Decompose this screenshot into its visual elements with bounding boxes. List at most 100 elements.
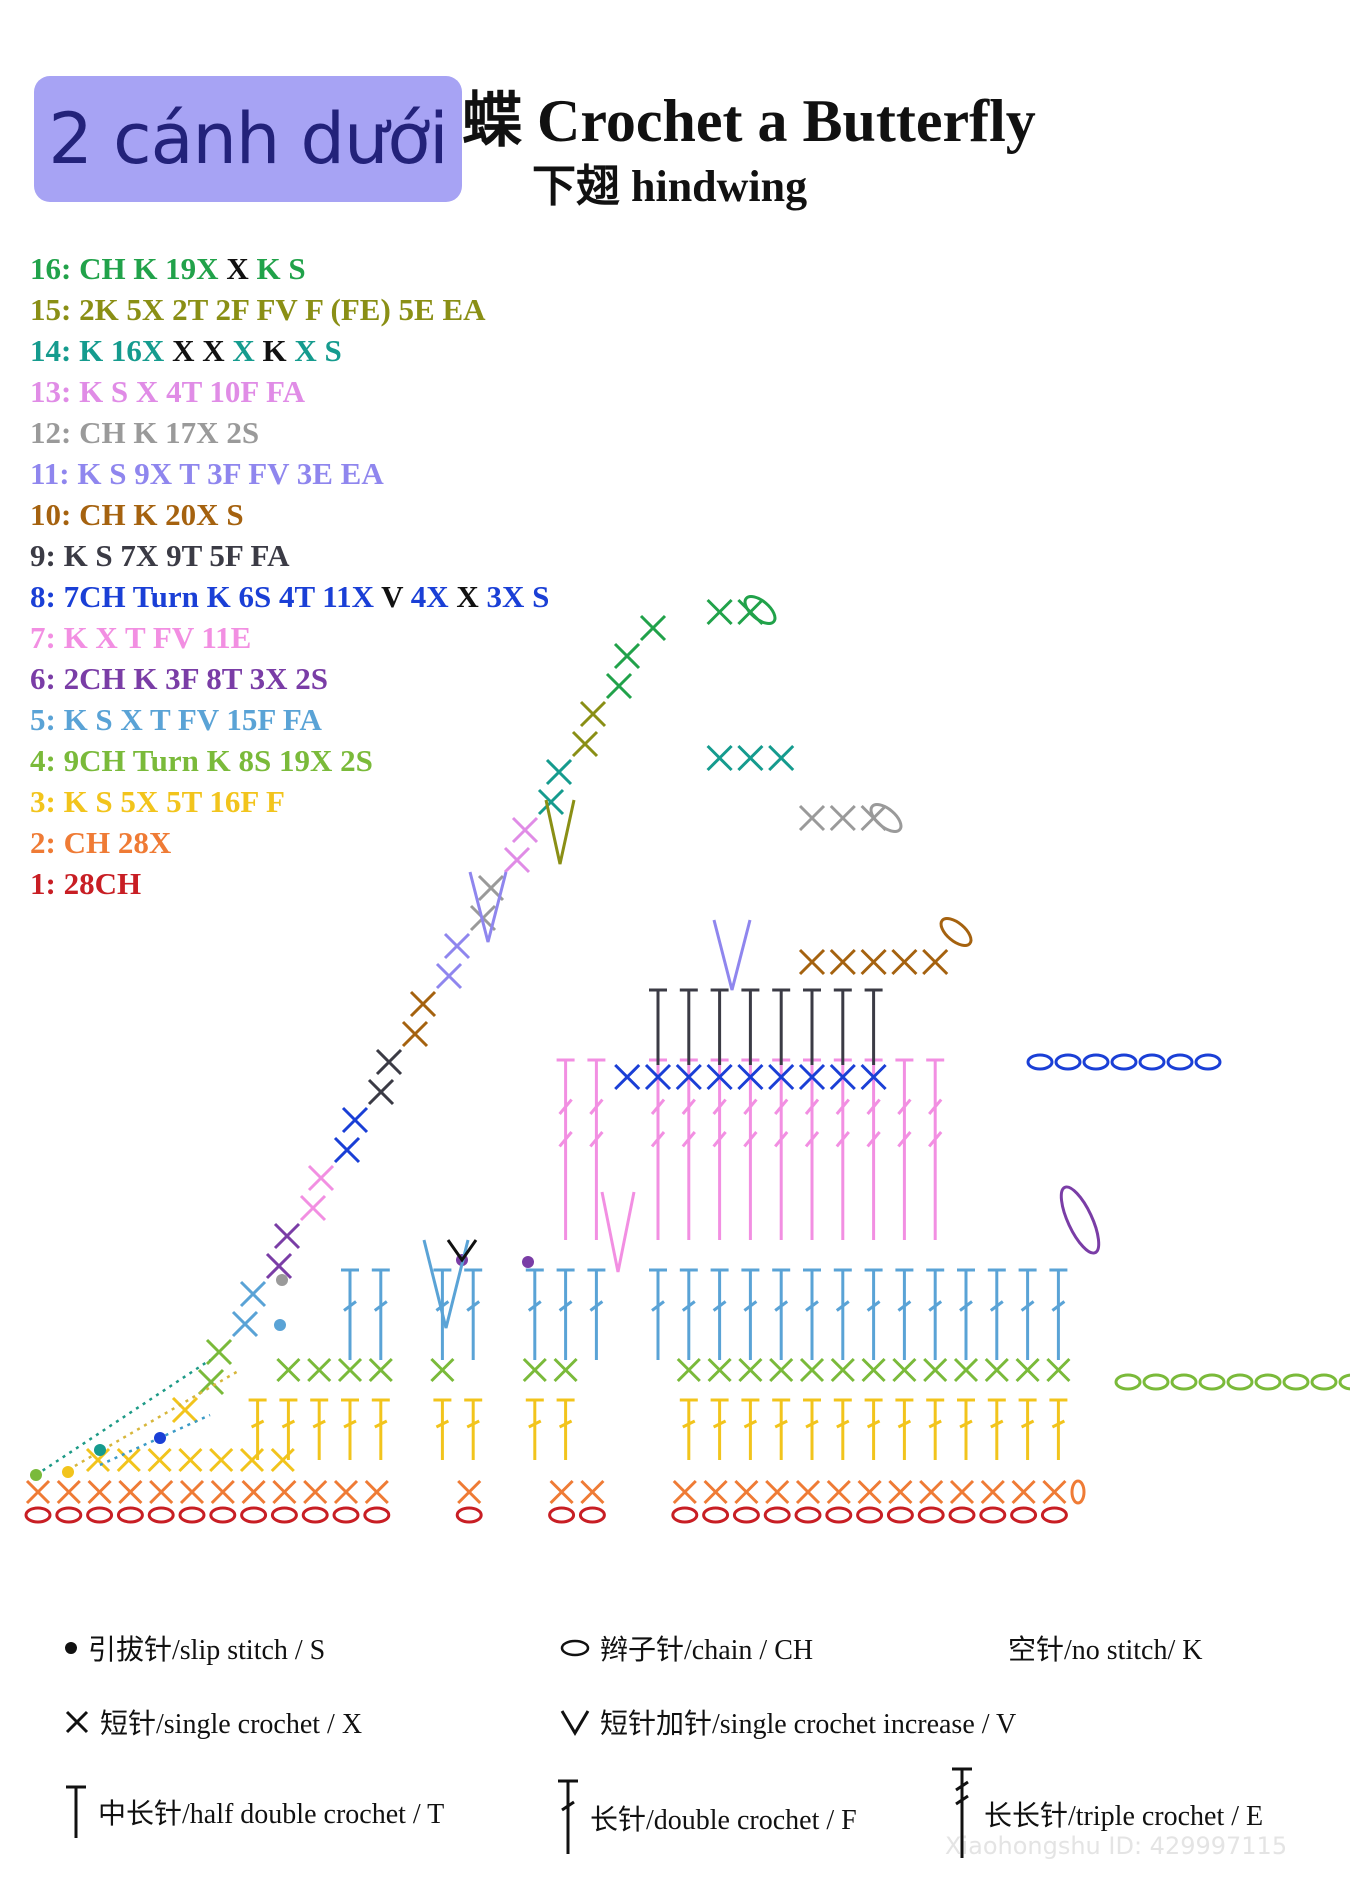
- legend-tr-label: 长长针/triple crochet / E: [984, 1801, 1264, 1832]
- single-crochet-stitch: [861, 1357, 886, 1383]
- chain-stitch: [209, 1506, 237, 1524]
- single-crochet-stitch: [179, 1479, 205, 1505]
- single-crochet-stitch: [738, 1357, 763, 1383]
- chain-stitch: [1194, 1053, 1222, 1071]
- chain-stitch: [455, 1506, 483, 1524]
- slip-stitch: [274, 1319, 286, 1331]
- single-crochet-stitch: [830, 1357, 855, 1383]
- dc-stitch: [741, 1398, 760, 1460]
- single-crochet-stitch: [953, 1357, 979, 1383]
- single-crochet-stitch: [614, 1063, 641, 1091]
- chain-stitch: [1226, 1373, 1254, 1391]
- round-line: 13: K S X 4T 10F FA: [30, 374, 305, 409]
- single-crochet-stitch: [798, 1063, 826, 1091]
- chain-stitch: [671, 1506, 699, 1524]
- sc-increase-stitch: [446, 1239, 478, 1263]
- legend-sc-inc-label: 短针加针/single crochet increase / V: [600, 1709, 1017, 1740]
- single-crochet-stitch: [672, 1479, 697, 1505]
- single-crochet-stitch: [231, 1310, 259, 1338]
- single-crochet-stitch: [703, 1479, 728, 1505]
- dc-stitch: [587, 1268, 606, 1360]
- single-crochet-stitch: [768, 744, 795, 772]
- single-crochet-stitch: [545, 758, 573, 786]
- single-crochet-stitch: [829, 1063, 856, 1091]
- legend-single-crochet: 短针/single crochet / X: [64, 1702, 362, 1742]
- chain-stitch: [856, 1506, 884, 1524]
- hdc-stitch: [741, 988, 760, 1065]
- chain-stitch: [147, 1506, 175, 1524]
- chain-stitch: [116, 1506, 144, 1524]
- round-line: 16: CH K 19X X K S: [30, 251, 306, 286]
- chain-stitch: [1254, 1373, 1282, 1391]
- double-crochet-icon: [558, 1779, 578, 1854]
- chain-stitch: [732, 1506, 760, 1524]
- dc-stitch: [833, 1268, 852, 1360]
- round-line: 14: K 16X X X X K X S: [30, 333, 342, 368]
- dc-stitch: [464, 1268, 483, 1360]
- single-crochet-stitch: [341, 1106, 369, 1134]
- single-crochet-stitch: [980, 1479, 1005, 1505]
- chain-stitch: [1166, 1053, 1194, 1071]
- single-crochet-stitch: [303, 1479, 328, 1505]
- dc-stitch: [833, 1398, 852, 1460]
- single-crochet-stitch: [307, 1164, 335, 1192]
- dc-stitch: [741, 1268, 760, 1360]
- single-crochet-stitch: [1011, 1479, 1036, 1505]
- single-crochet-stitch: [272, 1479, 297, 1505]
- legend-slip-stitch: 引拔针/slip stitch / S: [64, 1628, 325, 1668]
- dc-stitch: [525, 1398, 544, 1460]
- watermark: Xiaohongshu ID: 429997115: [945, 1832, 1288, 1860]
- sc-increase-stitch: [600, 1191, 636, 1273]
- single-crochet-stitch: [1015, 1357, 1040, 1383]
- single-crochet-stitch: [171, 1396, 199, 1424]
- chain-stitch: [240, 1506, 268, 1524]
- dc-stitch: [649, 1268, 667, 1360]
- single-crochet-stitch: [149, 1479, 174, 1505]
- round-line: 7: K X T FV 11E: [30, 620, 252, 655]
- dc-stitch: [772, 1398, 791, 1460]
- legend-chain: 辫子针/chain / CH: [560, 1628, 813, 1668]
- single-crochet-stitch: [892, 1357, 917, 1383]
- chain-stitch: [1114, 1373, 1142, 1391]
- hdc-stitch: [679, 988, 698, 1065]
- round-line: 15: 2K 5X 2T 2F FV F (FE) 5E EA: [30, 292, 486, 327]
- chain-stitch: [86, 1506, 114, 1524]
- single-crochet-stitch: [210, 1479, 235, 1505]
- chain-stitch: [1142, 1373, 1170, 1391]
- single-crochet-stitch: [430, 1357, 455, 1383]
- chain-stitch: [1282, 1373, 1310, 1391]
- single-crochet-stitch: [765, 1479, 790, 1505]
- chain-stitch: [363, 1506, 391, 1524]
- slip-stitch: [62, 1466, 74, 1478]
- single-crochet-stitch: [205, 1338, 233, 1366]
- slip-path: [35, 1358, 211, 1477]
- single-crochet-stitch: [676, 1357, 701, 1383]
- tr-stitch: [772, 1058, 791, 1240]
- single-crochet-stitch: [307, 1357, 332, 1383]
- single-crochet-stitch: [511, 816, 539, 844]
- single-crochet-stitch: [239, 1447, 265, 1473]
- dc-stitch: [957, 1398, 975, 1460]
- chain-stitch: [763, 1506, 791, 1524]
- slip-stitch-icon: [65, 1642, 77, 1654]
- single-crochet-stitch: [984, 1357, 1009, 1383]
- single-crochet-stitch: [25, 1479, 51, 1505]
- legend-half-double-crochet: 中长针/half double crochet / T: [64, 1784, 444, 1840]
- dc-stitch: [341, 1398, 359, 1460]
- single-crochet-stitch: [337, 1357, 363, 1383]
- sc-increase-stitch: [544, 799, 576, 865]
- single-crochet-stitch: [118, 1479, 143, 1505]
- legend-no-stitch-label: 空针/no stitch/ K: [1008, 1635, 1203, 1666]
- tr-stitch: [864, 1058, 883, 1240]
- dc-stitch: [310, 1398, 329, 1460]
- badge-label: 2 cánh dưới: [48, 98, 448, 180]
- tr-stitch: [741, 1058, 760, 1240]
- single-crochet-stitch: [949, 1479, 975, 1505]
- dc-stitch: [556, 1398, 575, 1460]
- single-crochet-stitch: [178, 1447, 203, 1473]
- single-crochet-stitch: [829, 804, 856, 832]
- single-crochet-stitch: [209, 1447, 234, 1473]
- single-crochet-stitch: [579, 700, 607, 728]
- single-crochet-stitch: [707, 1357, 732, 1383]
- chain-stitch: [794, 1506, 822, 1524]
